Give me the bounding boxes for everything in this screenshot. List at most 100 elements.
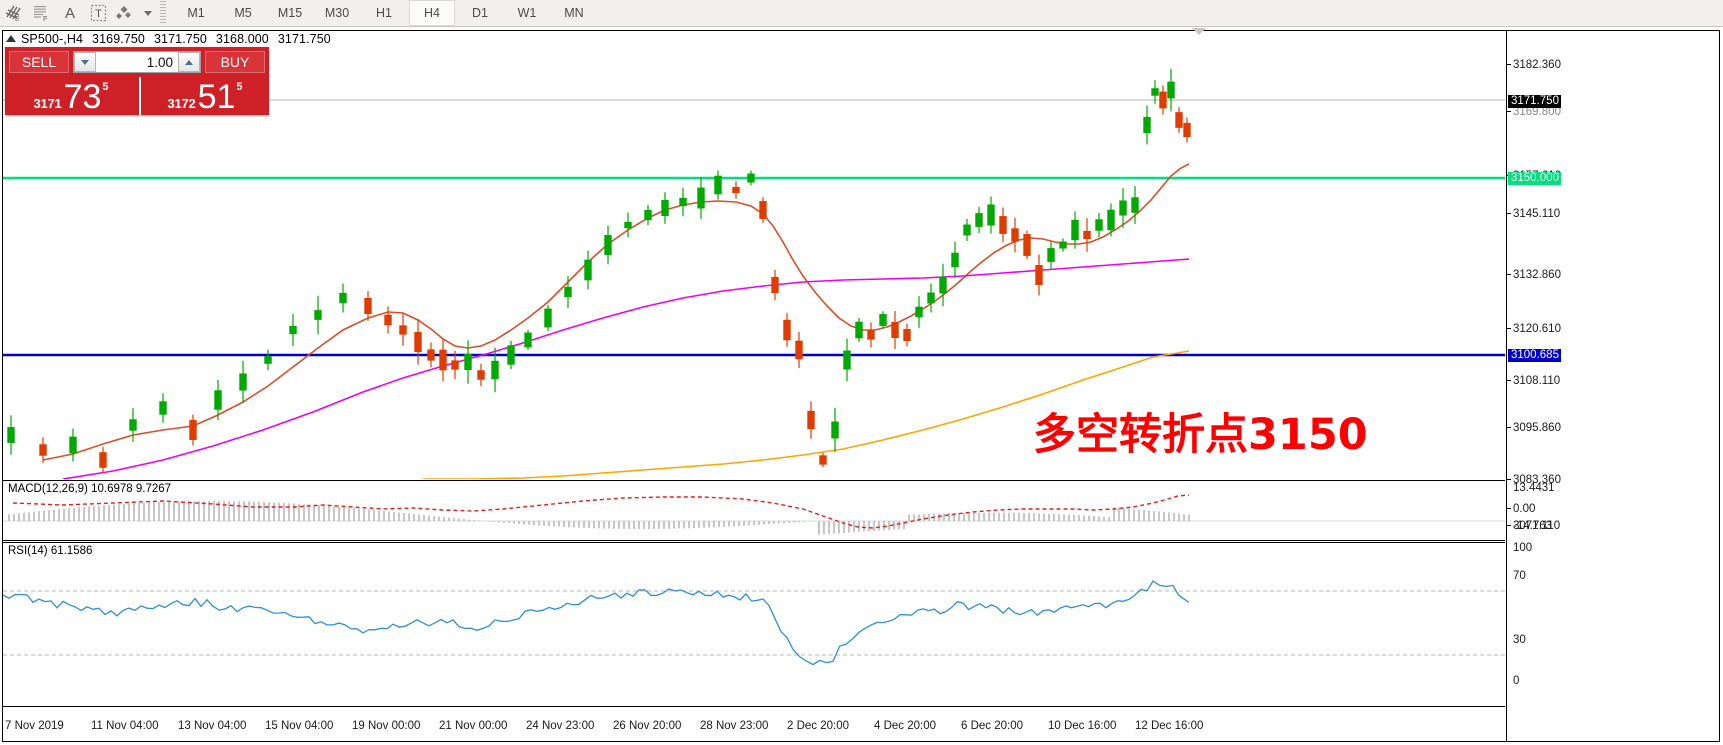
macd-pane[interactable]: MACD(12,26,9) 10.6978 9.7267 <box>3 480 1505 541</box>
candle-body <box>584 259 592 281</box>
price-tick: 3145.110 <box>1507 208 1560 220</box>
text-label-icon[interactable]: A <box>56 1 84 26</box>
candle-body <box>464 353 472 371</box>
macd-tick-label: -14.763 <box>1513 520 1553 532</box>
trade-panel-controls: SELL 1.00 BUY <box>5 47 269 77</box>
price-axis[interactable]: 3182.3603157.6103145.1103132.8603120.610… <box>1506 30 1718 742</box>
candle-body <box>831 421 839 439</box>
time-tick-label: 10 Dec 16:00 <box>1048 720 1117 732</box>
price-tick: 3132.860 <box>1507 269 1561 281</box>
price-tick-label: 3083.360 <box>1513 474 1561 486</box>
candle-body <box>364 297 372 315</box>
chart-scroll-handle[interactable] <box>1192 28 1206 35</box>
candle-body <box>1175 112 1183 128</box>
candle-body <box>214 390 222 410</box>
candle-body <box>39 444 47 456</box>
objects-dropdown-caret[interactable] <box>140 1 156 26</box>
rsi-tick-label: 70 <box>1513 570 1526 582</box>
price-pane[interactable] <box>3 30 1505 479</box>
price-tick-faded: 3169.800 <box>1507 106 1561 118</box>
text-box-icon[interactable]: T <box>84 1 112 26</box>
price-tick-label: 3182.360 <box>1513 59 1561 71</box>
buy-button[interactable]: BUY <box>205 51 265 73</box>
volume-value[interactable]: 1.00 <box>146 54 173 70</box>
candle-body <box>987 204 995 226</box>
toolbar-separator <box>160 1 166 25</box>
macd-chart-svg <box>3 494 1505 535</box>
collapse-triangle-icon[interactable] <box>6 35 16 42</box>
sell-price-fraction: 5 <box>102 81 109 93</box>
candle-body <box>843 350 851 370</box>
candle-body <box>1143 116 1151 134</box>
buy-price-integer: 3172 <box>167 96 196 111</box>
chart-border <box>2 30 1720 742</box>
letter-a-glyph: A <box>64 4 75 22</box>
buy-quote[interactable]: 3172 51 5 <box>139 77 269 115</box>
timeframe-button-w1[interactable]: W1 <box>517 6 537 20</box>
candle-body <box>414 331 422 353</box>
chevron-down-icon <box>81 59 89 65</box>
timeframe-button-m1[interactable]: M1 <box>187 6 205 20</box>
sell-quote[interactable]: 3171 73 5 <box>7 77 135 115</box>
timeframe-button-m15[interactable]: M15 <box>277 6 303 20</box>
timeframe-button-h4[interactable]: H4 <box>409 0 455 26</box>
expert-advisors-glyph: E <box>5 5 21 22</box>
price-tick-label: 3108.110 <box>1513 375 1561 387</box>
candle-body <box>714 175 722 195</box>
time-tick-label: 26 Nov 20:00 <box>613 720 682 732</box>
sell-button[interactable]: SELL <box>9 51 69 73</box>
rsi-tick: 100 <box>1507 542 1532 554</box>
price-tick-faded-label: 3169.800 <box>1513 106 1561 118</box>
price-tick: 3108.110 <box>1507 375 1560 387</box>
timeframe-button-mn[interactable]: MN <box>564 6 584 20</box>
macd-tick: 0.00 <box>1507 503 1535 515</box>
ma-fast-line <box>42 163 1190 461</box>
one-click-trading-panel[interactable]: SELL 1.00 BUY 3171 73 5 3172 51 5 <box>5 47 269 115</box>
rsi-chart-svg <box>3 580 1505 666</box>
candle-body <box>314 310 322 320</box>
volume-increase-button[interactable] <box>178 52 200 72</box>
macd-tick-label: 13.4431 <box>1513 482 1555 494</box>
volume-stepper[interactable]: 1.00 <box>73 51 201 73</box>
candle-body <box>927 292 935 304</box>
time-tick-label: 21 Nov 00:00 <box>439 720 508 732</box>
candle-body <box>524 332 532 348</box>
expert-advisors-icon[interactable]: E <box>0 1 28 26</box>
chart-annotation: 多空转折点3150 <box>1033 410 1368 460</box>
time-tick-label: 6 Dec 20:00 <box>961 720 1024 732</box>
candle-body <box>159 401 167 415</box>
objects-icon[interactable] <box>112 1 140 26</box>
candle-body <box>564 286 572 298</box>
volume-decrease-button[interactable] <box>74 52 96 72</box>
scroll-handle-glyph <box>1192 28 1206 35</box>
buy-price-major: 51 <box>197 78 236 115</box>
timeframe-button-m5[interactable]: M5 <box>234 6 252 20</box>
candle-body <box>477 370 485 380</box>
timeframe-button-h1[interactable]: H1 <box>376 6 392 20</box>
macd-histogram <box>8 501 1190 535</box>
candle-body <box>1059 241 1067 249</box>
candle-body <box>507 345 515 365</box>
ohlc-low: 3168.000 <box>215 32 269 46</box>
rsi-pane[interactable]: RSI(14) 61.1586 <box>3 542 1505 704</box>
price-chart-svg <box>3 68 1505 479</box>
candle-body <box>879 314 887 326</box>
candle-body <box>891 321 899 339</box>
candle-body <box>7 427 15 443</box>
candle-body <box>339 292 347 304</box>
macd-tick-label: 0.00 <box>1513 503 1536 515</box>
time-tick-label: 4 Dec 20:00 <box>874 720 937 732</box>
timeframe-button-d1[interactable]: D1 <box>472 6 488 20</box>
time-axis[interactable]: 7 Nov 2019 11 Nov 04:00 13 Nov 04:00 15 Nov… <box>3 706 1505 742</box>
svg-text:E: E <box>15 16 20 22</box>
candle-body <box>819 455 827 465</box>
indicators-list-icon[interactable]: F <box>28 1 56 26</box>
last-price-tag: 3171.750 <box>1508 95 1561 108</box>
timeframe-button-m30[interactable]: M30 <box>324 6 350 20</box>
blue-level-tag: 3100.685 <box>1508 349 1561 362</box>
chart-area[interactable]: MACD(12,26,9) 10.6978 9.7267 RSI(14) 61.… <box>0 28 1723 745</box>
price-tick: 3083.360 <box>1507 474 1561 486</box>
price-tick-label: 3145.110 <box>1513 208 1561 220</box>
price-tick: 3120.610 <box>1507 323 1561 335</box>
time-tick-label: 7 Nov 2019 <box>5 720 64 732</box>
